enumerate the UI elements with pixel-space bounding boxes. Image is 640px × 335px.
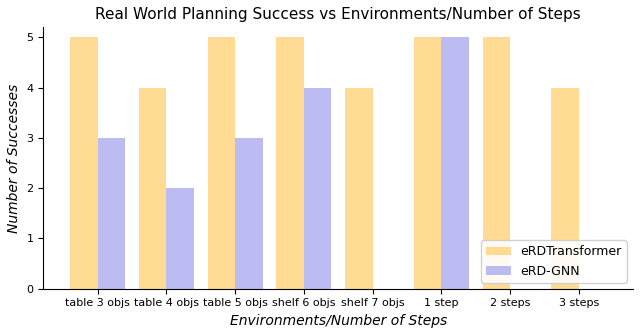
Bar — [442, 37, 468, 289]
Bar — [276, 37, 304, 289]
Legend: eRDTransformer, eRD-GNN: eRDTransformer, eRD-GNN — [481, 240, 627, 282]
Bar — [551, 88, 579, 289]
Bar — [207, 37, 235, 289]
Y-axis label: Number of Successes: Number of Successes — [7, 83, 21, 232]
Bar — [98, 138, 125, 289]
Bar — [414, 37, 442, 289]
Bar — [304, 88, 332, 289]
Bar — [235, 138, 262, 289]
Bar — [70, 37, 98, 289]
X-axis label: Environments/Number of Steps: Environments/Number of Steps — [230, 314, 447, 328]
Bar — [166, 188, 194, 289]
Bar — [139, 88, 166, 289]
Bar — [483, 37, 510, 289]
Bar — [345, 88, 372, 289]
Title: Real World Planning Success vs Environments/Number of Steps: Real World Planning Success vs Environme… — [95, 7, 581, 22]
